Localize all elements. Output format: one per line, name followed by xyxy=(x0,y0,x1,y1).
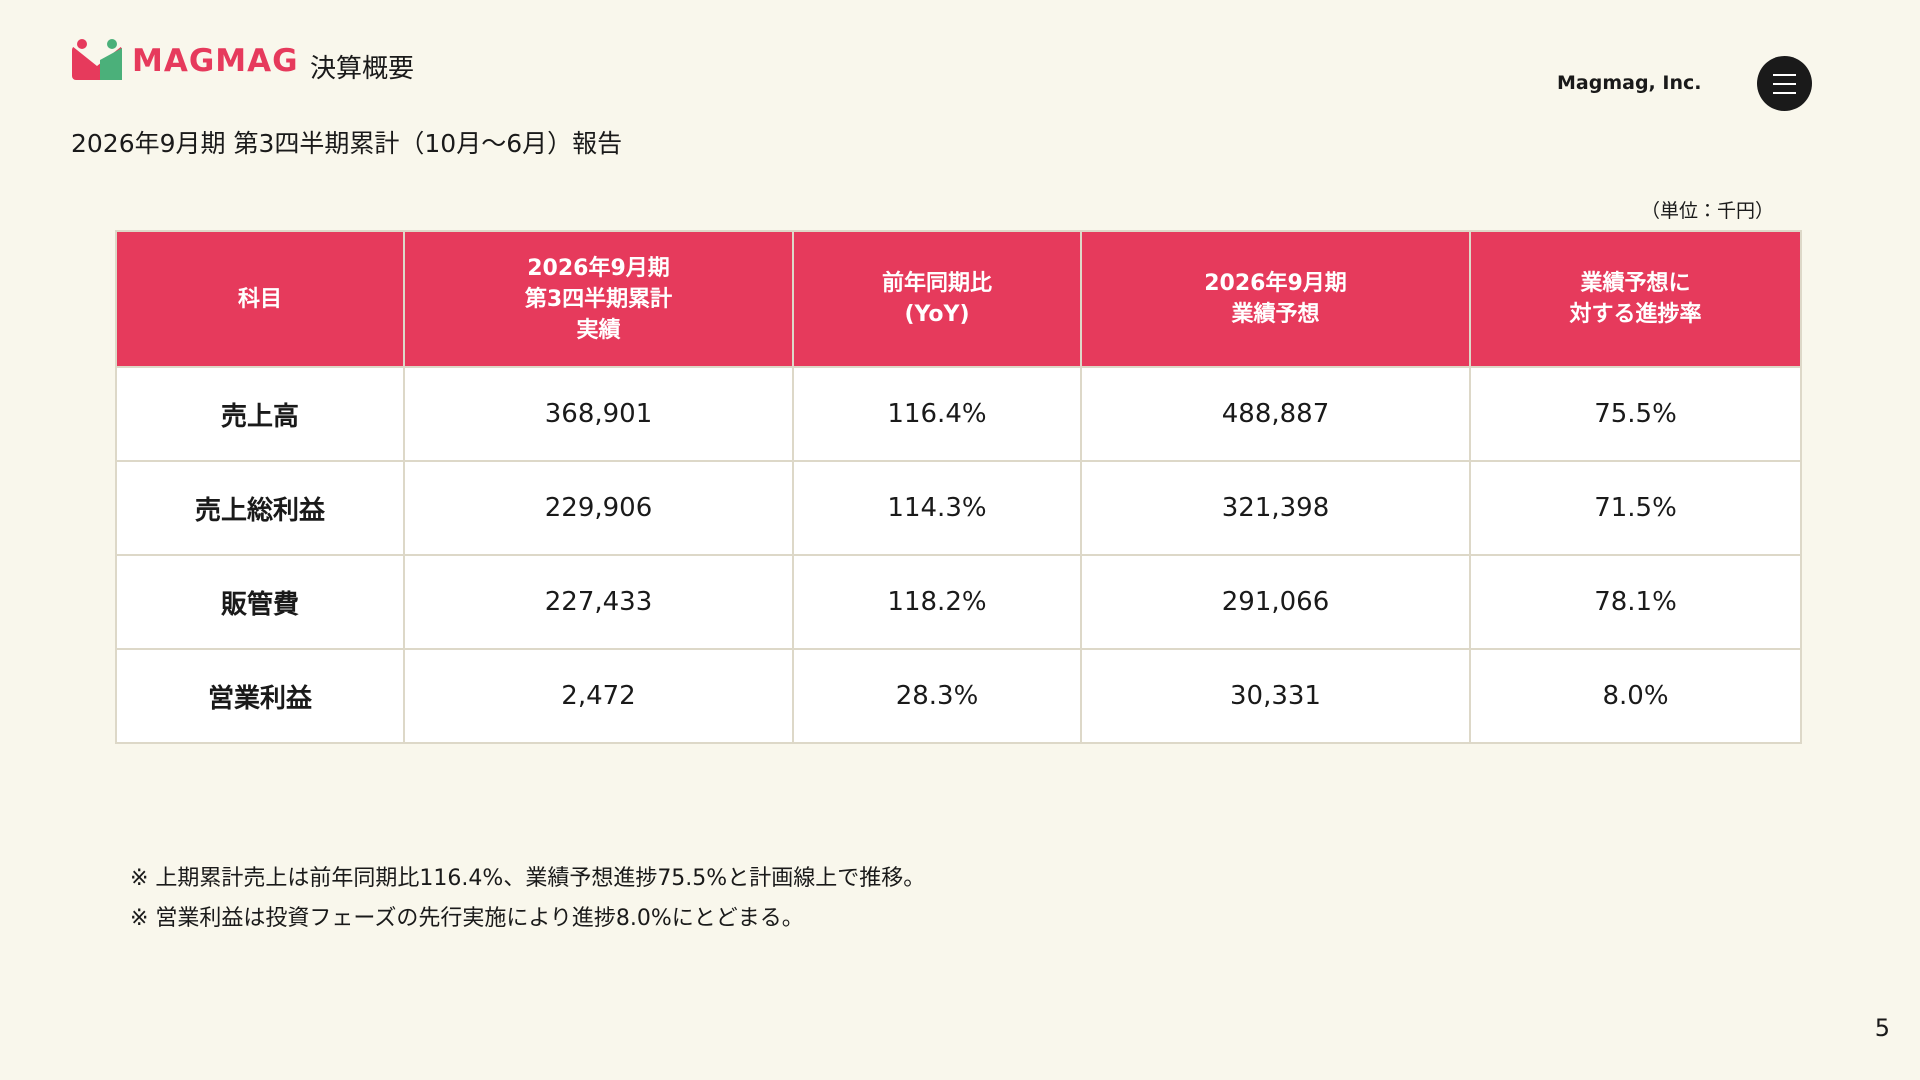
column-header-line: 2026年9月期 xyxy=(527,255,670,281)
header-row: 科目 2026年9月期 第3四半期累計 実績 前年同期比 (YoY) 2026年9月期 業績予… xyxy=(115,230,1802,368)
cell: 368,901 xyxy=(403,366,794,462)
column-header-line: (YoY) xyxy=(904,302,970,327)
subtitle: 2026年9月期 第3四半期累計（10月〜6月）報告 xyxy=(71,129,623,158)
footnote: ※ 上期累計売上は前年同期比116.4%、業績予想進捗75.5%と計画線上で推移… xyxy=(130,866,926,891)
table-row: 売上総利益 229,906 114.3% 321,398 71.5% xyxy=(115,460,1802,556)
logo: MAGMAG xyxy=(70,38,299,84)
cell: 116.4% xyxy=(792,366,1082,462)
row-label: 販管費 xyxy=(115,554,405,650)
column-header-line: 前年同期比 xyxy=(881,271,992,296)
cell: 291,066 xyxy=(1080,554,1471,650)
cell: 2,472 xyxy=(403,648,794,744)
results-table: 科目 2026年9月期 第3四半期累計 実績 前年同期比 (YoY) 2026年9月期 業績予… xyxy=(115,230,1802,744)
column-header: 2026年9月期 第3四半期累計 実績 xyxy=(403,230,794,368)
page-number: 5 xyxy=(1874,1014,1890,1042)
column-header: 科目 xyxy=(115,230,405,368)
cell: 114.3% xyxy=(792,460,1082,556)
logo-mark xyxy=(72,39,122,80)
cell: 229,906 xyxy=(403,460,794,556)
row-label: 営業利益 xyxy=(115,648,405,744)
column-header-line: 実績 xyxy=(576,317,621,343)
cell: 71.5% xyxy=(1469,460,1802,556)
row-label: 売上高 xyxy=(115,366,405,462)
menu-button[interactable] xyxy=(1757,56,1812,111)
table-row: 売上高 368,901 116.4% 488,887 75.5% xyxy=(115,366,1802,462)
cell: 321,398 xyxy=(1080,460,1471,556)
cell: 8.0% xyxy=(1469,648,1802,744)
footnote: ※ 営業利益は投資フェーズの先行実施により進捗8.0%にとどまる。 xyxy=(130,906,804,931)
unit-note: （単位：千円） xyxy=(1640,200,1774,222)
logo-text: MAGMAG xyxy=(132,43,299,79)
table-row: 営業利益 2,472 28.3% 30,331 8.0% xyxy=(115,648,1802,744)
column-header-line: 2026年9月期 xyxy=(1204,271,1347,296)
company-name: Magmag, Inc. xyxy=(1557,72,1702,94)
column-header-line: 業績予想に xyxy=(1580,271,1691,296)
column-header-line: 科目 xyxy=(237,286,282,312)
cell: 78.1% xyxy=(1469,554,1802,650)
section-title: 決算概要 xyxy=(310,54,415,84)
column-header: 2026年9月期 業績予想 xyxy=(1080,230,1471,368)
cell: 30,331 xyxy=(1080,648,1471,744)
cell: 118.2% xyxy=(792,554,1082,650)
table-row: 販管費 227,433 118.2% 291,066 78.1% xyxy=(115,554,1802,650)
cell: 75.5% xyxy=(1469,366,1802,462)
column-header-line: 第3四半期累計 xyxy=(524,286,673,312)
column-header-line: 対する進捗率 xyxy=(1569,302,1702,327)
cell: 227,433 xyxy=(403,554,794,650)
row-label: 売上総利益 xyxy=(115,460,405,556)
cell: 28.3% xyxy=(792,648,1082,744)
column-header-line: 業績予想 xyxy=(1231,302,1320,327)
column-header: 業績予想に対する進捗率 xyxy=(1469,230,1802,368)
column-header: 前年同期比 (YoY) xyxy=(792,230,1082,368)
cell: 488,887 xyxy=(1080,366,1471,462)
